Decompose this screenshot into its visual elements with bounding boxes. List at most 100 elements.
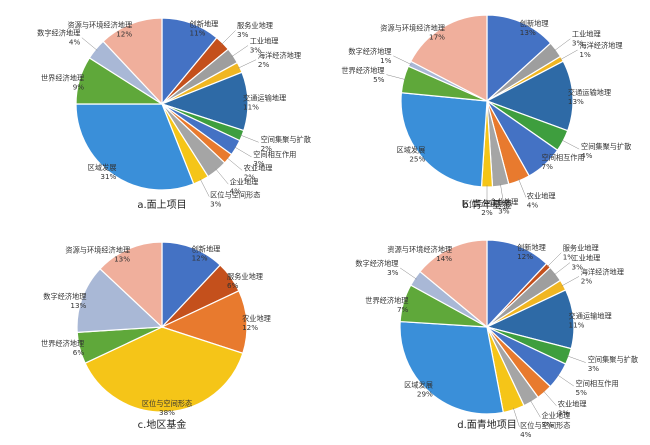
pie-4-leader-6 xyxy=(557,374,574,387)
pie-4-value-4: 11% xyxy=(569,320,585,329)
pie-4-label-10: 区域发展 xyxy=(404,380,433,389)
pie-1-leader-1 xyxy=(221,30,236,45)
pie-1-label-8: 企业地理 xyxy=(230,178,259,187)
pie-4-label-2: 工业地理 xyxy=(572,253,601,262)
pie-1-label-4: 交通运输地理 xyxy=(243,94,286,103)
pie-2-value-10: 5% xyxy=(373,75,385,84)
pie-2-value-3: 13% xyxy=(568,97,584,106)
pie-1-value-4: 11% xyxy=(243,103,259,112)
pie-1-label-0: 创新地理 xyxy=(190,20,219,29)
pie-2-slice-3 xyxy=(485,60,574,132)
pie-1-label-7: 农业地理 xyxy=(244,164,273,173)
pie-4-leader-12 xyxy=(400,267,417,280)
pie-4-label-0: 创新地理 xyxy=(517,243,546,252)
pie-2-value-7: 3% xyxy=(498,207,510,216)
pie-3-value-6: 13% xyxy=(114,254,130,263)
pie-4-leader-8 xyxy=(530,400,541,418)
pie-2-value-2: 1% xyxy=(579,50,591,59)
pie-1-leader-2 xyxy=(231,45,249,57)
pie-2-label-1: 工业地理 xyxy=(572,30,601,39)
pie-3-slice-3 xyxy=(84,326,244,413)
pie-3-value-0: 12% xyxy=(192,253,208,262)
pie-2-label-8: 区位与空间形态 xyxy=(462,199,512,208)
pie-1-value-6: 3% xyxy=(253,159,265,168)
pie-1-value-13: 12% xyxy=(116,30,132,39)
pie-2-value-8: 2% xyxy=(481,208,493,217)
pie-4-leader-3 xyxy=(561,276,580,287)
pie-1-value-9: 3% xyxy=(210,199,222,208)
pie-1-slice-13 xyxy=(102,17,163,106)
pie-2-leader-7 xyxy=(500,183,504,204)
pie-4-label-4: 交通运输地理 xyxy=(569,311,612,320)
pie-3-slice-2 xyxy=(160,290,248,355)
pie-4-value-7: 3% xyxy=(558,408,570,417)
pie-4-label-8: 企业地理 xyxy=(542,411,571,420)
pie-2-label-12: 资源与环境经济地理 xyxy=(380,24,445,33)
pie-2-label-0: 创新地理 xyxy=(520,19,549,28)
pie-4-value-0: 12% xyxy=(517,252,533,261)
pie-4-label-7: 农业地理 xyxy=(558,399,587,408)
pie-3-label-5: 数字经济地理 xyxy=(43,292,86,301)
pie-1-label-1: 服务业地理 xyxy=(237,21,273,30)
pie-3-slice-6 xyxy=(99,241,163,329)
pie-1-leader-8 xyxy=(215,168,229,185)
pie-3-label-2: 农业地理 xyxy=(242,314,271,323)
pie-1-value-7: 2% xyxy=(244,173,256,182)
pie-1-slice-10 xyxy=(75,103,195,191)
pie-4-value-9: 4% xyxy=(520,430,532,439)
pie-4-label-11: 世界经济地理 xyxy=(365,296,408,305)
pie-2-label-7: 企业地理 xyxy=(490,198,519,207)
pie-1-leader-6 xyxy=(234,146,252,158)
pie-1-leader-3 xyxy=(237,59,257,69)
pie-1-label-12: 数字经济地理 xyxy=(37,28,80,37)
pie-4-label-12: 数字经济地理 xyxy=(355,259,398,268)
pie-4-value-11: 7% xyxy=(397,305,409,314)
pie-chart-4: 创新地理12%服务业地理1%工业地理3%海洋经济地理2%交通运输地理11%空间集… xyxy=(355,239,638,439)
pie-1-value-8: 4% xyxy=(230,187,242,196)
pie-2-value-1: 3% xyxy=(572,39,584,48)
pie-chart-3: 创新地理12%服务业地理6%农业地理12%区位与空间形态38%世界经济地理6%数… xyxy=(41,241,271,431)
pie-4-value-5: 3% xyxy=(588,364,600,373)
pie-2-label-5: 空间相互作用 xyxy=(542,153,585,162)
pie-1-label-13: 资源与环境经济地理 xyxy=(67,21,132,30)
pie-3-title: c.地区基金 xyxy=(138,418,187,431)
pie-2-label-10: 世界经济地理 xyxy=(341,66,384,75)
pie-3-value-3: 38% xyxy=(159,408,175,417)
pie-1-label-9: 区位与空间形态 xyxy=(210,190,260,199)
pie-1-label-6: 空间相互作用 xyxy=(253,150,296,159)
pie-4-label-5: 空间集聚与扩散 xyxy=(588,355,638,364)
pie-2-value-0: 13% xyxy=(520,28,536,37)
pie-1-label-10: 区域发展 xyxy=(88,163,117,172)
pie-4-leader-5 xyxy=(566,355,586,363)
pie-1-label-5: 空间集聚与扩散 xyxy=(261,135,311,144)
pie-2-value-5: 7% xyxy=(542,162,554,171)
pie-3-value-5: 13% xyxy=(70,301,86,310)
pie-1-value-10: 31% xyxy=(100,172,116,181)
pie-4-value-13: 14% xyxy=(436,254,452,263)
pie-1-label-11: 世界经济地理 xyxy=(41,73,84,82)
pie-4-leader-7 xyxy=(543,390,557,406)
pie-1-value-0: 11% xyxy=(190,29,206,38)
pie-1-value-12: 4% xyxy=(69,37,81,46)
pie-2-label-11: 数字经济地理 xyxy=(348,47,391,56)
pie-4-value-1: 1% xyxy=(563,252,575,261)
pie-4-label-3: 海洋经济地理 xyxy=(581,268,624,277)
pie-1-label-2: 工业地理 xyxy=(250,36,279,45)
pie-2-slice-0 xyxy=(486,14,552,103)
pie-3-label-4: 世界经济地理 xyxy=(41,339,84,348)
pie-1-value-3: 2% xyxy=(258,60,270,69)
pie-2-leader-10 xyxy=(386,74,406,80)
pie-2-label-3: 交通运输地理 xyxy=(568,88,611,97)
pie-4-slice-10 xyxy=(399,320,505,415)
pie-4-slice-13 xyxy=(419,239,488,329)
pie-2-value-9: 25% xyxy=(409,155,425,164)
pie-1-value-1: 3% xyxy=(237,30,249,39)
pie-3-label-1: 服务业地理 xyxy=(227,272,263,281)
pie-3-label-6: 资源与环境经济地理 xyxy=(65,245,130,254)
pie-2-label-2: 海洋经济地理 xyxy=(579,41,622,50)
pie-4-label-9: 区位与空间形态 xyxy=(520,421,570,430)
pie-4-title: d.面青地项目 xyxy=(457,418,517,431)
pie-4-label-1: 服务业地理 xyxy=(563,243,599,252)
pie-4-value-8: 3% xyxy=(542,420,554,429)
